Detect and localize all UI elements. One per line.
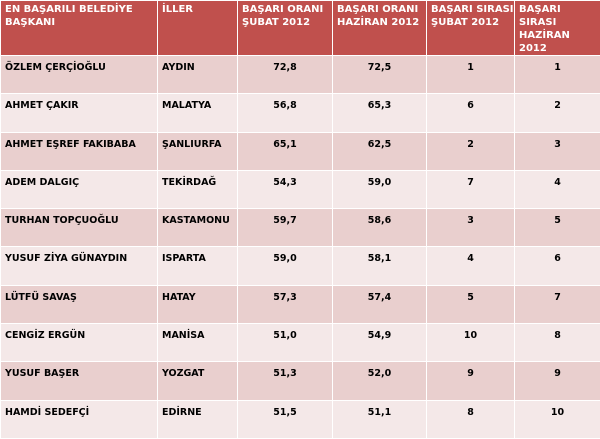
mayor-name-cell: TURHAN TOPÇUOĞLU (1, 209, 158, 247)
rate-feb-2012-cell: 54,3 (238, 170, 333, 208)
rate-feb-2012-cell: 65,1 (238, 132, 333, 170)
city-name-cell: KASTAMONU (158, 209, 238, 247)
rate-feb-2012-cell: 59,0 (238, 247, 333, 285)
rank-feb-2012-cell: 8 (427, 400, 515, 438)
rank-jun-2012-cell: 4 (515, 170, 600, 208)
header-rate-feb-2012: BAŞARI ORANI ŞUBAT 2012 (238, 1, 333, 56)
header-rank-jun-2012: BAŞARI SIRASI HAZİRAN 2012 (515, 1, 600, 56)
rank-feb-2012-cell: 4 (427, 247, 515, 285)
rate-feb-2012-cell: 59,7 (238, 209, 333, 247)
mayor-name-cell: YUSUF ZİYA GÜNAYDIN (1, 247, 158, 285)
rank-jun-2012-cell: 9 (515, 362, 600, 400)
rank-jun-2012-cell: 3 (515, 132, 600, 170)
mayor-name-cell: AHMET EŞREF FAKIBABA (1, 132, 158, 170)
rank-jun-2012-cell: 8 (515, 324, 600, 362)
rate-feb-2012-cell: 51,3 (238, 362, 333, 400)
rank-feb-2012-cell: 2 (427, 132, 515, 170)
rank-jun-2012-cell: 10 (515, 400, 600, 438)
mayor-name-cell: YUSUF BAŞER (1, 362, 158, 400)
rate-jun-2012-cell: 52,0 (333, 362, 427, 400)
rate-feb-2012-cell: 56,8 (238, 94, 333, 132)
rate-jun-2012-cell: 51,1 (333, 400, 427, 438)
rate-jun-2012-cell: 54,9 (333, 324, 427, 362)
rate-jun-2012-cell: 58,6 (333, 209, 427, 247)
header-rank-feb-2012: BAŞARI SIRASI ŞUBAT 2012 (427, 1, 515, 56)
rate-jun-2012-cell: 59,0 (333, 170, 427, 208)
rate-feb-2012-cell: 72,8 (238, 56, 333, 94)
mayor-name-cell: HAMDİ SEDEFÇİ (1, 400, 158, 438)
mayor-name-cell: ÖZLEM ÇERÇİOĞLU (1, 56, 158, 94)
rank-feb-2012-cell: 6 (427, 94, 515, 132)
rank-feb-2012-cell: 10 (427, 324, 515, 362)
header-row: EN BAŞARILI BELEDİYE BAŞKANI İLLER BAŞAR… (1, 1, 600, 56)
city-name-cell: EDİRNE (158, 400, 238, 438)
rate-jun-2012-cell: 62,5 (333, 132, 427, 170)
city-name-cell: HATAY (158, 285, 238, 323)
rank-feb-2012-cell: 7 (427, 170, 515, 208)
rate-feb-2012-cell: 51,0 (238, 324, 333, 362)
rank-jun-2012-cell: 2 (515, 94, 600, 132)
mayor-name-cell: AHMET ÇAKIR (1, 94, 158, 132)
rank-jun-2012-cell: 1 (515, 56, 600, 94)
rate-feb-2012-cell: 57,3 (238, 285, 333, 323)
city-name-cell: MALATYA (158, 94, 238, 132)
rate-jun-2012-cell: 57,4 (333, 285, 427, 323)
rank-feb-2012-cell: 9 (427, 362, 515, 400)
rate-jun-2012-cell: 72,5 (333, 56, 427, 94)
rank-jun-2012-cell: 5 (515, 209, 600, 247)
rank-jun-2012-cell: 6 (515, 247, 600, 285)
mayor-name-cell: CENGİZ ERGÜN (1, 324, 158, 362)
rate-jun-2012-cell: 65,3 (333, 94, 427, 132)
city-name-cell: AYDIN (158, 56, 238, 94)
header-rate-jun-2012: BAŞARI ORANI HAZİRAN 2012 (333, 1, 427, 56)
rank-feb-2012-cell: 5 (427, 285, 515, 323)
city-name-cell: ŞANLIURFA (158, 132, 238, 170)
mayor-name-cell: ADEM DALGIÇ (1, 170, 158, 208)
city-name-cell: YOZGAT (158, 362, 238, 400)
city-name-cell: TEKİRDAĞ (158, 170, 238, 208)
city-name-cell: ISPARTA (158, 247, 238, 285)
mayor-name-cell: LÜTFÜ SAVAŞ (1, 285, 158, 323)
rank-jun-2012-cell: 7 (515, 285, 600, 323)
rank-feb-2012-cell: 1 (427, 56, 515, 94)
rank-feb-2012-cell: 3 (427, 209, 515, 247)
rate-jun-2012-cell: 58,1 (333, 247, 427, 285)
rate-feb-2012-cell: 51,5 (238, 400, 333, 438)
header-city: İLLER (158, 1, 238, 56)
header-mayor: EN BAŞARILI BELEDİYE BAŞKANI (1, 1, 158, 56)
city-name-cell: MANİSA (158, 324, 238, 362)
